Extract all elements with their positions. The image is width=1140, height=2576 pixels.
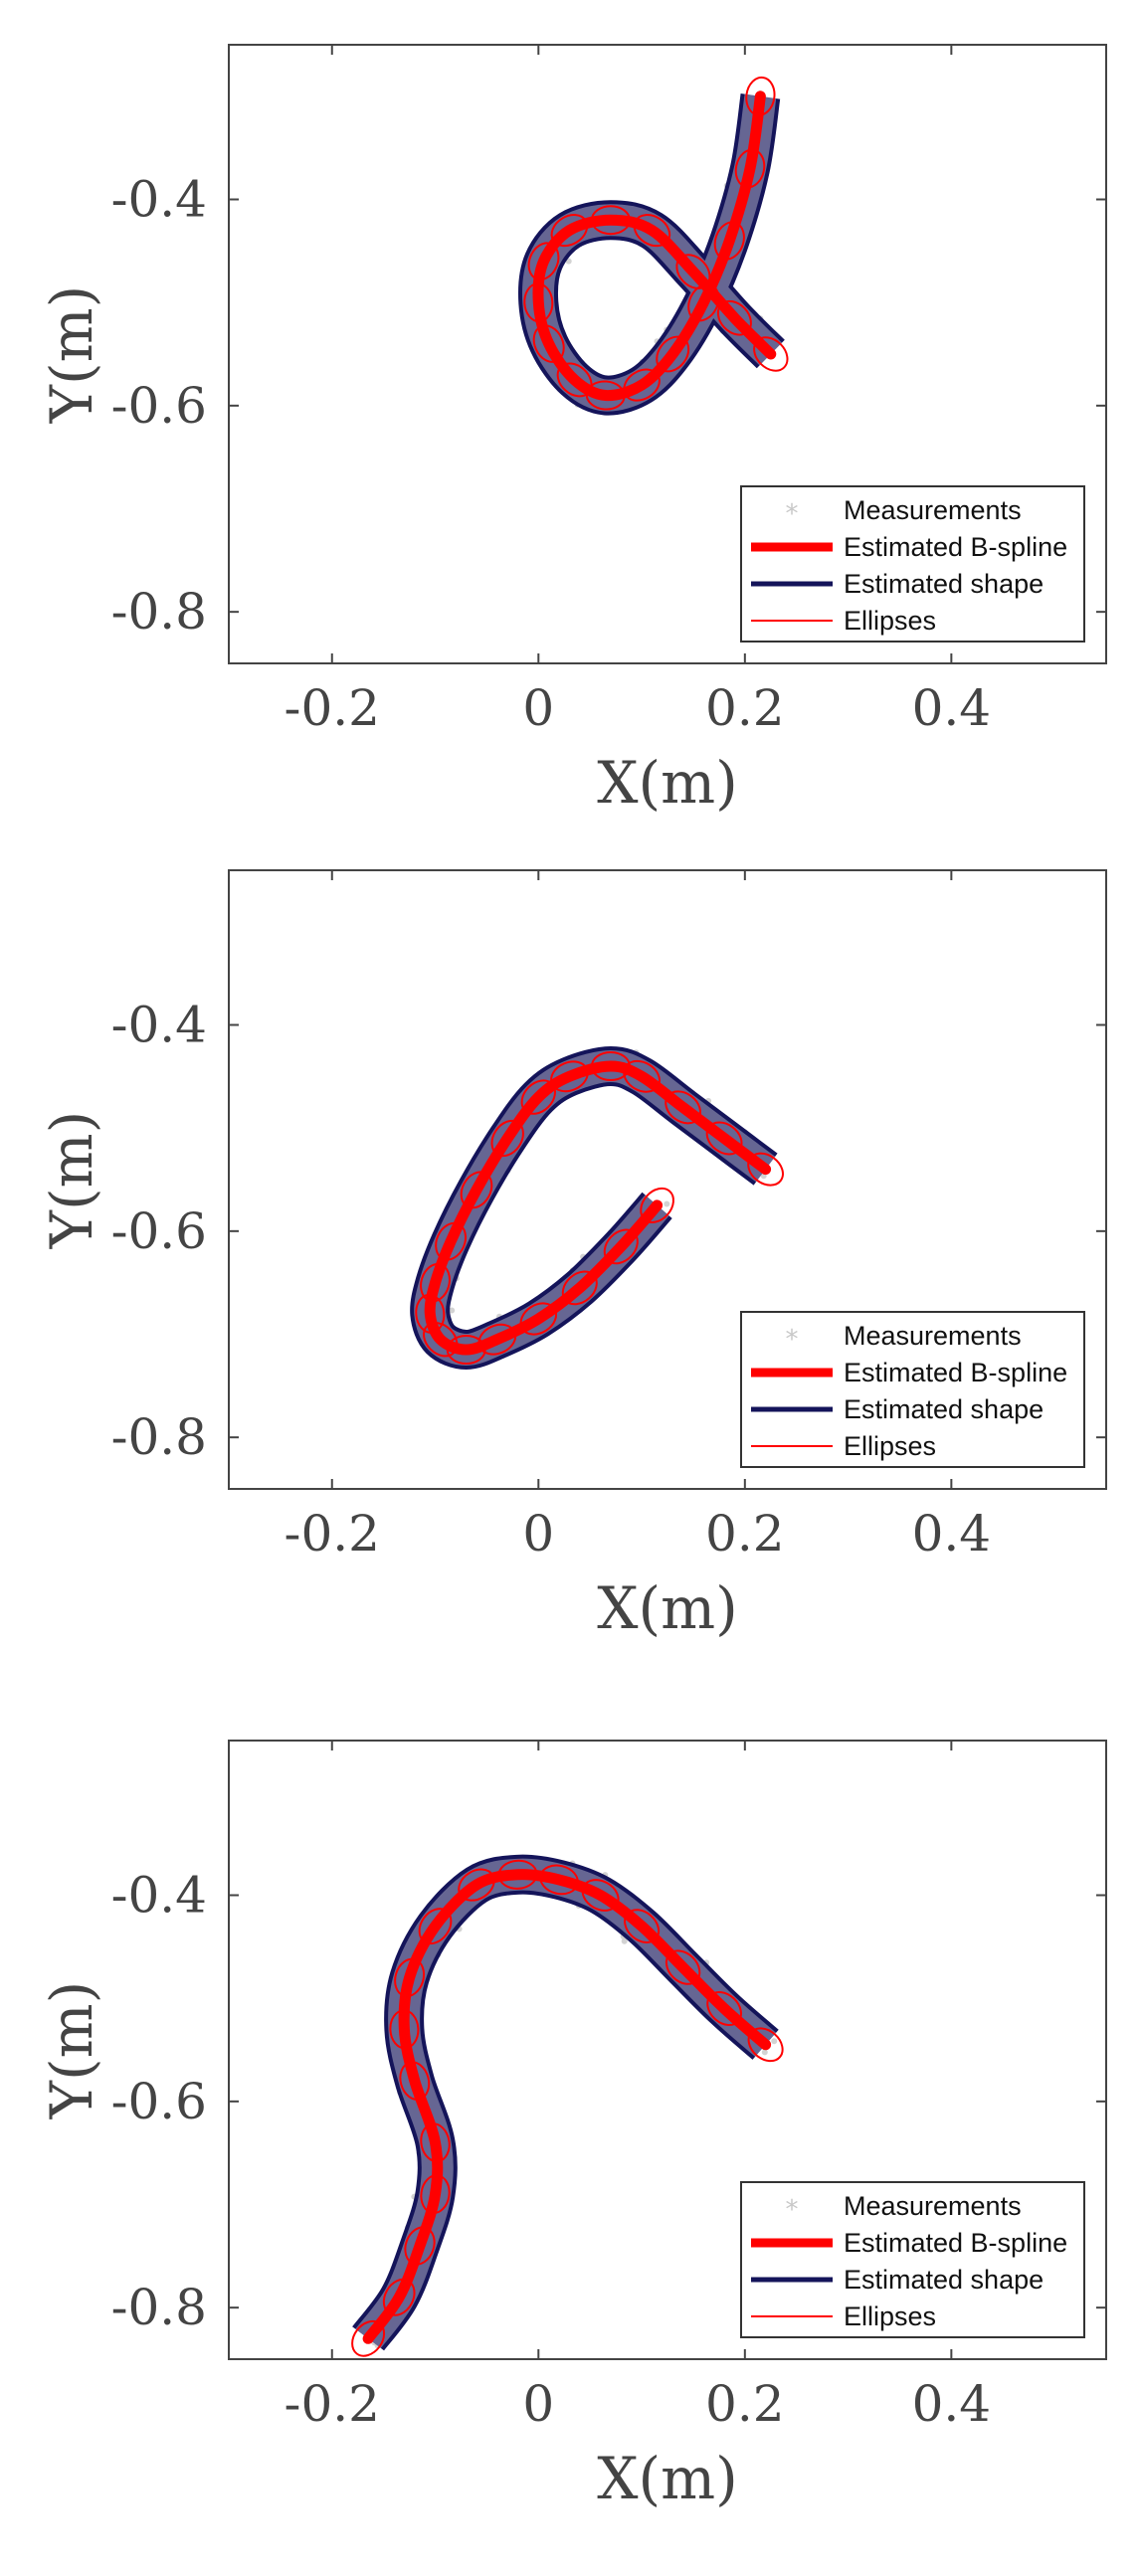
y-tick-label: -0.6 <box>111 377 207 435</box>
legend-label: Measurements <box>844 495 1022 525</box>
y-tick-label: -0.8 <box>111 583 207 641</box>
y-tick-label: -0.6 <box>111 1202 207 1260</box>
x-axis-label: X(m) <box>597 1574 738 1642</box>
measurement-point <box>771 2038 778 2045</box>
y-tick-label: -0.8 <box>111 2279 207 2336</box>
measurement-point <box>621 1937 628 1944</box>
chart-panel-bottom: -0.2 0 0.2 0.4 -0.4 -0.6 -0.8 X(m) Y(m) * Measurem… <box>38 1740 1107 2512</box>
x-axis-label: X(m) <box>597 2445 738 2512</box>
legend-label: Ellipses <box>844 2301 936 2331</box>
y-tick-label: -0.4 <box>111 171 207 229</box>
x-tick-label: 0 <box>522 1505 554 1563</box>
legend-label: Estimated shape <box>844 1394 1044 1424</box>
legend-label: Ellipses <box>844 606 936 636</box>
legend-label: Estimated B-spline <box>844 532 1067 562</box>
y-tick-label: -0.4 <box>111 997 207 1054</box>
estimated-bspline-line <box>424 1060 772 1356</box>
measurement-point <box>664 1200 670 1207</box>
legend: * Measurements Estimated B-spline Estimated… <box>740 485 1085 643</box>
x-tick-label: 0.4 <box>912 679 992 737</box>
x-tick-label: -0.2 <box>285 679 380 737</box>
y-tick-label: -0.4 <box>111 1867 207 1925</box>
legend-box <box>740 2181 1085 2338</box>
y-tick-label: -0.6 <box>111 2073 207 2130</box>
x-tick-label: 0 <box>522 679 554 737</box>
legend-label: Estimated shape <box>844 2265 1044 2295</box>
measurement-point <box>449 1307 456 1314</box>
x-tick-label: 0.2 <box>705 679 785 737</box>
x-tick-label: 0.4 <box>912 2375 992 2433</box>
x-tick-label: 0.2 <box>705 1505 785 1563</box>
x-tick-label: 0 <box>522 2375 554 2433</box>
measurement-point <box>565 258 572 265</box>
plot-frame <box>228 44 1107 664</box>
y-axis-label: Y(m) <box>38 1981 105 2120</box>
x-tick-label: -0.2 <box>285 1505 380 1563</box>
estimated-bspline-line <box>532 91 777 402</box>
plot-frame <box>228 869 1107 1490</box>
legend: * Measurements Estimated B-spline Estimated… <box>740 1311 1085 1468</box>
y-axis-label: Y(m) <box>38 1111 105 1250</box>
legend-label: Estimated B-spline <box>844 2228 1067 2258</box>
legend-label: Ellipses <box>844 1431 936 1461</box>
legend-label: Estimated shape <box>844 569 1044 599</box>
chart-panel-top: -0.2 0 0.2 0.4 -0.4 -0.6 -0.8 X(m) Y(m) * Measurem… <box>38 44 1107 817</box>
legend-swatch-measurements: * <box>786 1325 799 1355</box>
y-axis-label: Y(m) <box>38 285 105 425</box>
x-axis-label: X(m) <box>597 749 738 817</box>
legend-swatch-measurements: * <box>786 499 799 529</box>
measurement-point <box>761 2049 768 2056</box>
estimated-bspline-line <box>362 1869 772 2344</box>
y-tick-label: -0.8 <box>111 1408 207 1466</box>
legend-box <box>740 1311 1085 1468</box>
chart-panel-middle: -0.2 0 0.2 0.4 -0.4 -0.6 -0.8 X(m) Y(m) * Measurem… <box>38 869 1107 1642</box>
plot-frame <box>228 1740 1107 2360</box>
legend-label: Measurements <box>844 1321 1022 1351</box>
legend-label: Estimated B-spline <box>844 1358 1067 1387</box>
x-tick-label: 0.4 <box>912 1505 992 1563</box>
legend-swatch-measurements: * <box>786 2195 799 2225</box>
legend-box <box>740 485 1085 643</box>
legend: * Measurements Estimated B-spline Estimated… <box>740 2181 1085 2338</box>
legend-label: Measurements <box>844 2191 1022 2221</box>
x-tick-label: 0.2 <box>705 2375 785 2433</box>
x-tick-label: -0.2 <box>285 2375 380 2433</box>
